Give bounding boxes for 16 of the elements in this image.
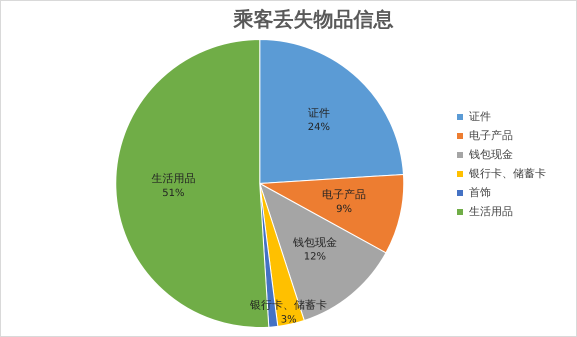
slice-label: 电子产品 [322,188,366,202]
data-label: 51% [162,188,185,199]
legend-label: 电子产品 [469,128,513,142]
legend-label: 证件 [469,110,491,123]
legend-label: 钱包现金 [468,148,513,161]
data-label: 3% [280,314,297,326]
chart-title: 乘客丢失物品信息 [232,7,394,32]
slice-label: 钱包现金 [292,236,337,249]
data-label: 24% [308,122,330,134]
legend-label: 生活用品 [469,204,513,218]
data-label: 9% [336,204,352,215]
slice-label: 生活用品 [151,172,196,186]
data-label: 12% [304,252,326,263]
legend-label: 首饰 [469,186,491,199]
slice-label: 证件 [308,106,330,120]
legend-label: 银行卡、储蓄卡 [468,166,546,180]
